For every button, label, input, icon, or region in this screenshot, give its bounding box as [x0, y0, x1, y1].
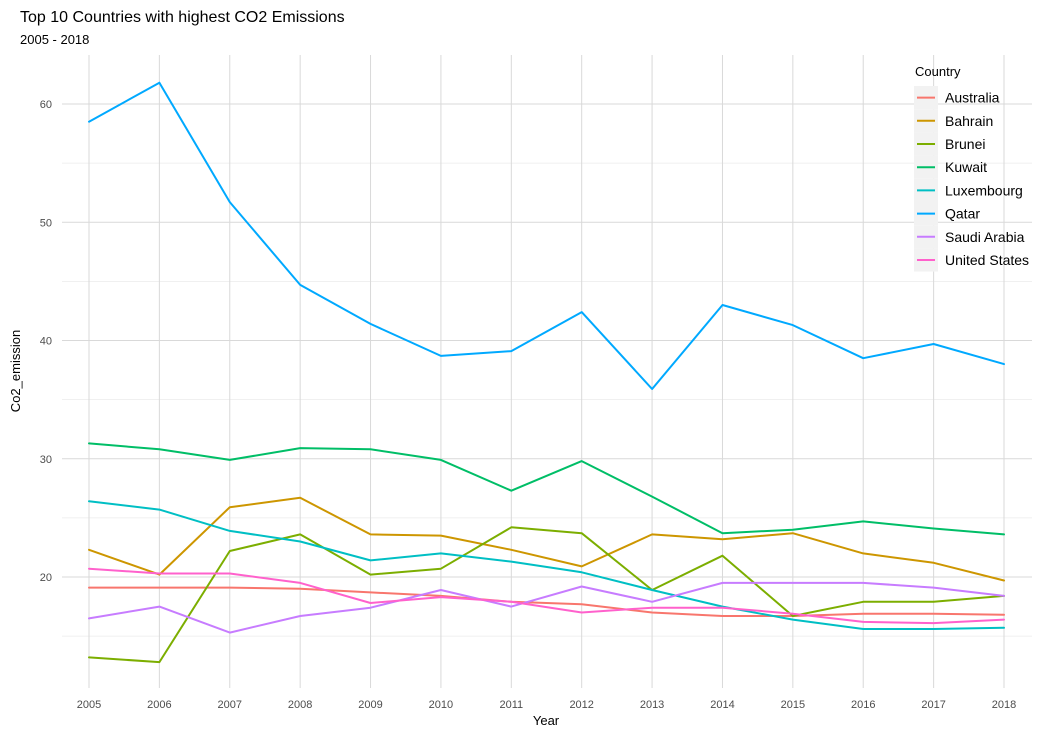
legend: Country Australia Bahrain Brunei Kuwait Luxe…	[914, 64, 1029, 272]
legend-label: United States	[945, 252, 1029, 268]
x-tick-label: 2006	[147, 699, 171, 711]
x-axis-title: Year	[533, 713, 560, 728]
chart-title: Top 10 Countries with highest CO2 Emissi…	[20, 9, 345, 26]
series-line-united-states	[88, 567, 1005, 625]
y-tick-label: 30	[40, 454, 52, 466]
x-tick-label: 2017	[921, 699, 945, 711]
x-tick-label: 2011	[499, 699, 523, 711]
y-axis-ticks: 20 30 40 50 60	[40, 99, 52, 584]
x-tick-label: 2015	[781, 699, 805, 711]
y-axis-title: Co2_emission	[8, 330, 23, 412]
series-line-brunei	[88, 526, 1005, 664]
x-tick-label: 2009	[358, 699, 382, 711]
x-axis-ticks: 2005 2006 2007 2008 2009 2010 2011 2012 2013 2014…	[77, 699, 1016, 711]
legend-label: Australia	[945, 90, 1000, 106]
legend-label: Kuwait	[945, 159, 987, 175]
series-line-bahrain	[88, 496, 1005, 582]
x-tick-label: 2005	[77, 699, 101, 711]
y-tick-label: 40	[40, 336, 52, 348]
series-line-luxembourg	[88, 500, 1005, 630]
legend-label: Saudi Arabia	[945, 229, 1025, 245]
legend-label: Brunei	[945, 136, 985, 152]
series-line-saudi-arabia	[88, 581, 1005, 634]
y-tick-label: 20	[40, 572, 52, 584]
series-line-australia	[88, 586, 1005, 617]
x-tick-label: 2014	[710, 699, 734, 711]
x-tick-label: 2007	[218, 699, 242, 711]
x-tick-label: 2008	[288, 699, 312, 711]
legend-label: Luxembourg	[945, 182, 1023, 198]
series-lines	[88, 81, 1005, 664]
legend-title: Country	[915, 64, 961, 79]
legend-label: Bahrain	[945, 113, 993, 129]
grid-lines	[62, 55, 1032, 688]
y-tick-label: 60	[40, 99, 52, 111]
x-tick-label: 2012	[569, 699, 593, 711]
series-line-kuwait	[88, 442, 1005, 536]
x-tick-label: 2010	[429, 699, 453, 711]
x-tick-label: 2016	[851, 699, 875, 711]
legend-label: Qatar	[945, 206, 980, 222]
x-tick-label: 2013	[640, 699, 664, 711]
series-line-qatar	[88, 81, 1005, 390]
y-tick-label: 50	[40, 217, 52, 229]
x-tick-label: 2018	[992, 699, 1016, 711]
chart-subtitle: 2005 - 2018	[20, 32, 89, 47]
